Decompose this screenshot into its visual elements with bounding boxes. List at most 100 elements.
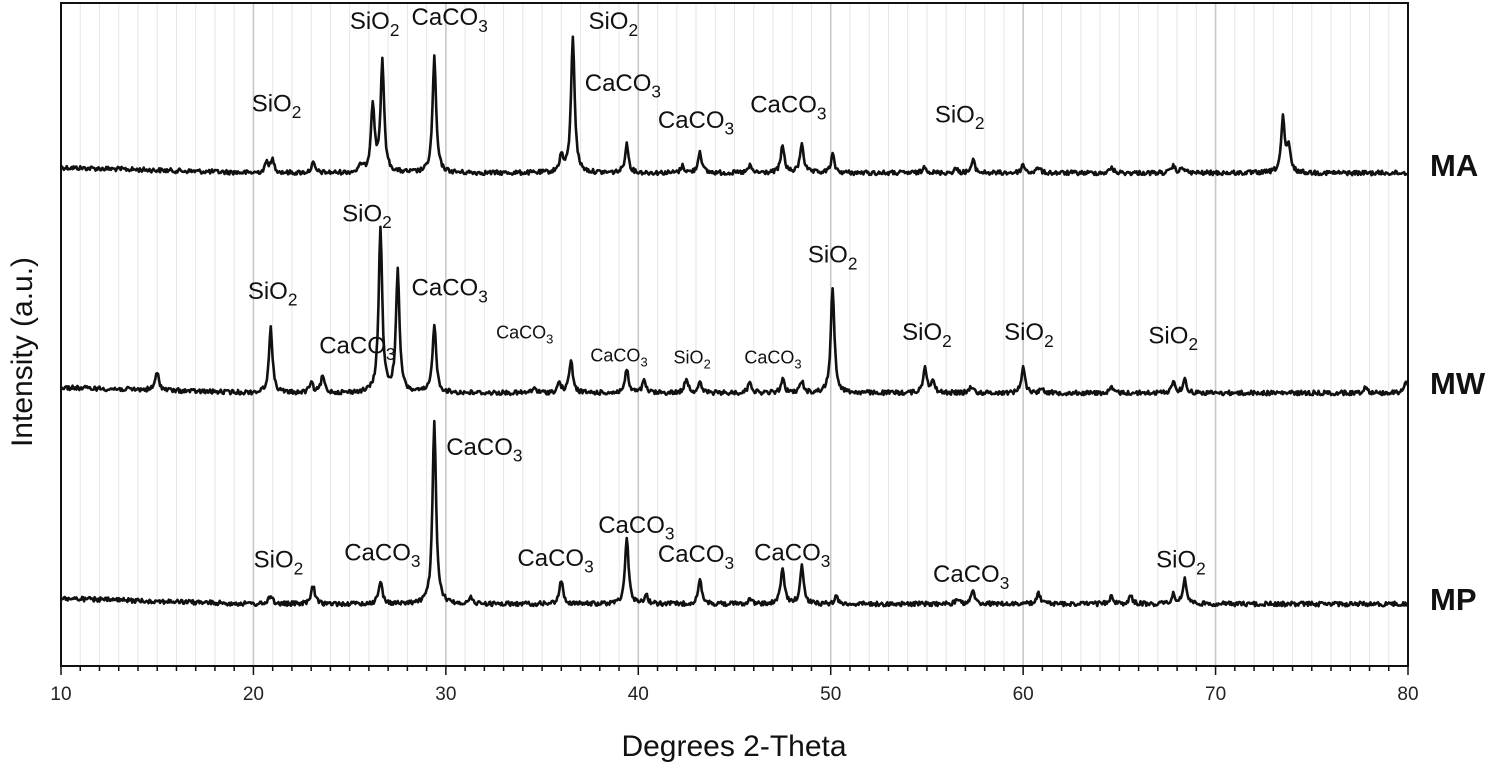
peak-label: CaCO3 — [754, 539, 830, 571]
peak-label-formula: CaCO — [319, 332, 386, 359]
x-tick-label: 40 — [628, 684, 649, 705]
peak-label-subscript: 3 — [478, 286, 488, 306]
peak-label-formula: CaCO — [744, 347, 794, 367]
series-name-ma: MA — [1430, 148, 1478, 183]
peak-label: SiO2 — [674, 347, 711, 371]
x-tick-label: 10 — [50, 684, 71, 705]
peak-label-formula: CaCO — [344, 539, 411, 566]
peak-label-subscript: 3 — [513, 445, 523, 465]
series-name-mp: MP — [1430, 582, 1477, 617]
peak-label-formula: SiO — [342, 200, 382, 227]
peak-label: SiO2 — [1148, 323, 1198, 355]
peak-label-subscript: 2 — [704, 356, 711, 371]
peak-label-subscript: 2 — [390, 20, 400, 40]
peak-label: CaCO3 — [590, 346, 647, 370]
peak-label-formula: SiO — [248, 278, 288, 305]
series-line-mw — [59, 225, 1410, 397]
peak-label-subscript: 2 — [848, 253, 858, 273]
peak-label: CaCO3 — [344, 539, 420, 571]
peak-label-subscript: 3 — [640, 355, 647, 370]
peak-label-subscript: 2 — [288, 290, 298, 310]
peak-label: SiO2 — [902, 319, 952, 351]
peak-label: SiO2 — [248, 278, 298, 310]
peak-label: CaCO3 — [517, 545, 593, 577]
peak-label: CaCO3 — [750, 92, 826, 124]
peak-label: SiO2 — [808, 242, 858, 274]
peak-label-formula: SiO — [1004, 319, 1044, 346]
peak-label: CaCO3 — [744, 347, 801, 371]
peak-label-subscript: 3 — [651, 82, 661, 102]
peak-label-formula: CaCO — [598, 512, 665, 539]
peak-label-subscript: 2 — [292, 102, 302, 122]
peak-label-subscript: 2 — [1044, 331, 1054, 351]
peak-label-subscript: 2 — [294, 558, 304, 578]
peak-label-subscript: 3 — [584, 557, 594, 577]
peak-label-subscript: 3 — [817, 103, 827, 123]
peak-label: CaCO3 — [319, 332, 395, 364]
peak-label: SiO2 — [350, 8, 400, 40]
series-line-mp — [60, 419, 1410, 608]
peak-label-formula: SiO — [252, 90, 292, 117]
peak-label-formula: SiO — [935, 101, 975, 128]
x-tick-label: 30 — [435, 684, 456, 705]
x-tick-label: 20 — [243, 684, 264, 705]
peak-label-formula: CaCO — [585, 70, 652, 97]
peak-label: CaCO3 — [585, 70, 661, 102]
peak-label: CaCO3 — [598, 512, 674, 544]
peak-label: SiO2 — [935, 101, 985, 133]
peak-label: CaCO3 — [496, 323, 553, 347]
peak-label-subscript: 2 — [975, 113, 985, 133]
peak-label-subscript: 2 — [1188, 334, 1198, 354]
peak-label-formula: SiO — [350, 8, 390, 35]
peak-label-subscript: 2 — [382, 212, 392, 232]
peak-label-subscript: 3 — [725, 553, 735, 573]
peak-label-subscript: 2 — [942, 331, 952, 351]
peak-label-formula: CaCO — [590, 346, 640, 366]
peak-label-formula: SiO — [674, 347, 704, 367]
peak-label-formula: SiO — [254, 547, 294, 574]
peak-label-formula: SiO — [808, 242, 848, 269]
y-axis-title: Intensity (a.u.) — [6, 257, 39, 447]
peak-label-subscript: 3 — [1000, 573, 1010, 593]
peak-label-subscript: 3 — [478, 16, 488, 36]
peak-label-subscript: 3 — [821, 551, 831, 571]
peak-label: CaCO3 — [412, 4, 488, 36]
x-axis-title: Degrees 2-Theta — [621, 730, 846, 763]
peak-label-formula: SiO — [902, 319, 942, 346]
x-tick-label: 70 — [1205, 684, 1226, 705]
peak-label: CaCO3 — [933, 561, 1009, 593]
peak-label-formula: SiO — [588, 8, 628, 35]
series-name-mw: MW — [1430, 366, 1486, 401]
peak-label: CaCO3 — [412, 275, 488, 307]
axes: 10 20 30 40 50 60 70 80 — [50, 2, 1419, 705]
peak-label-subscript: 2 — [1196, 558, 1206, 578]
peak-label: SiO2 — [254, 547, 304, 579]
peak-label: SiO2 — [1004, 319, 1054, 351]
peak-label-formula: CaCO — [658, 107, 725, 134]
grid-lines — [79, 3, 1390, 666]
peak-label-formula: SiO — [1148, 323, 1188, 350]
peak-label-formula: CaCO — [446, 434, 513, 461]
peak-label-formula: CaCO — [412, 4, 479, 31]
peak-label: SiO2 — [588, 8, 638, 40]
x-tick-label: 50 — [820, 684, 841, 705]
peak-label-formula: CaCO — [750, 92, 817, 119]
peak-label-subscript: 3 — [386, 344, 396, 364]
peak-label: CaCO3 — [658, 541, 734, 573]
peak-label: CaCO3 — [658, 107, 734, 139]
x-tick-label: 80 — [1397, 684, 1418, 705]
peak-label-formula: CaCO — [496, 323, 546, 343]
peak-label-formula: CaCO — [754, 539, 821, 566]
peak-label-subscript: 3 — [725, 119, 735, 139]
peak-label-formula: SiO — [1156, 547, 1196, 574]
peak-label-subscript: 3 — [546, 332, 553, 347]
peak-label-formula: CaCO — [517, 545, 584, 572]
peak-label-subscript: 2 — [628, 20, 638, 40]
peak-label-formula: CaCO — [933, 561, 1000, 588]
peak-label-formula: CaCO — [658, 541, 725, 568]
series-line-ma — [59, 35, 1409, 177]
peak-label: SiO2 — [252, 90, 302, 122]
peak-label-subscript: 3 — [665, 524, 675, 544]
peak-label: CaCO3 — [446, 434, 522, 466]
